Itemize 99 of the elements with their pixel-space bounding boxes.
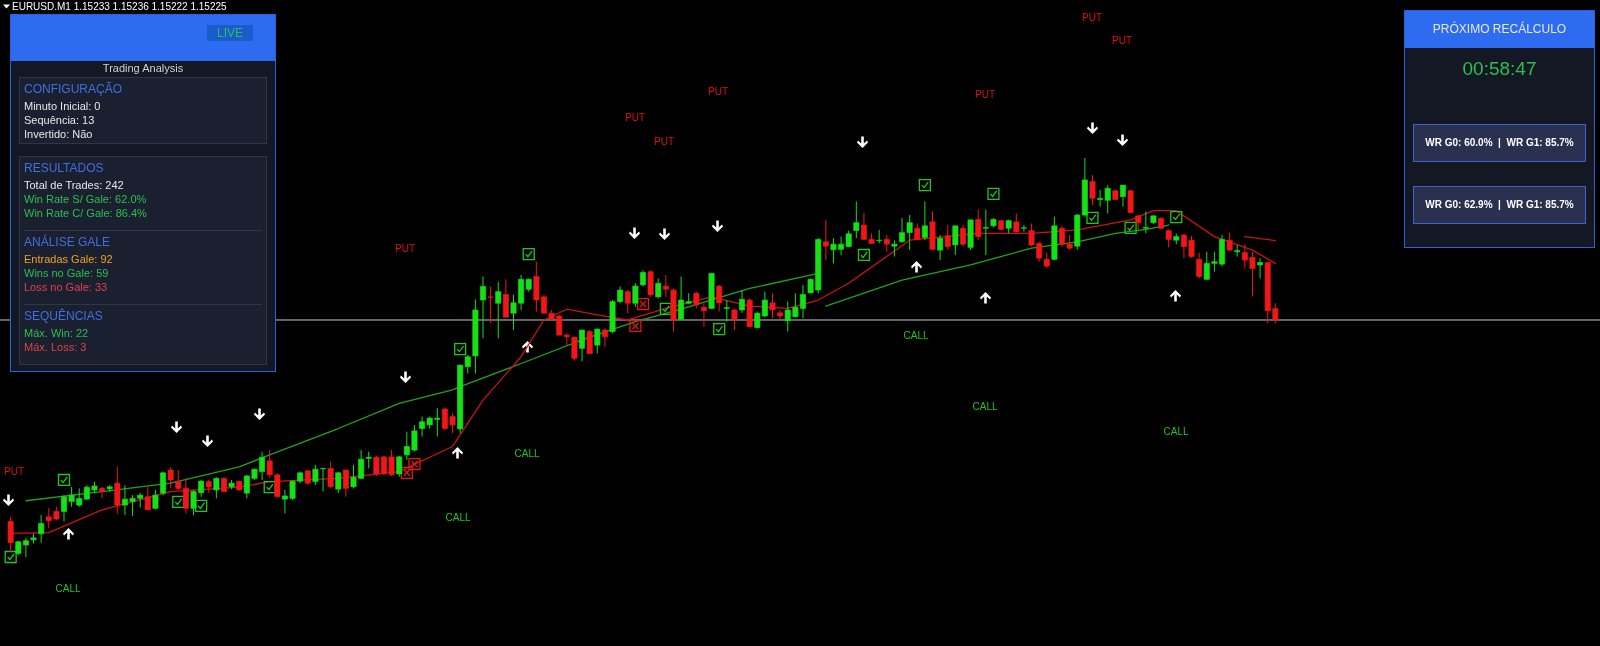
text: WR G0: 62.9% | WR G1: 85.7% [1413,186,1586,224]
annotation: Win Rate C/ Gale: 86.4% [24,206,148,220]
annotation: PUT [395,242,415,254]
candlestick [99,486,106,499]
candlestick [167,466,174,489]
point [57,473,71,487]
candlestick [586,329,593,355]
text: PRÓXIMO RECÁLCULO [1405,11,1594,48]
text: Minuto Inicial: 0 [24,99,102,113]
candlestick [982,208,989,256]
point [987,187,1000,201]
annotation: CALL [903,329,929,341]
candlestick [1013,212,1020,234]
candlestick [1142,210,1149,234]
text: CONFIGURAÇÃO [24,82,123,96]
candlestick [960,224,966,248]
candlestick [1196,252,1203,279]
candlestick [594,327,601,355]
candlestick [700,302,707,328]
annotation: Máx. Loss: 3 [24,340,88,354]
text: PUT [625,111,645,123]
point [857,248,871,262]
annotation: Loss no Gale: 33 [24,280,109,294]
annotation: Máx. Win: 22 [24,326,90,340]
candlestick [213,476,220,499]
candlestick [327,461,334,489]
candlestick [144,486,151,511]
text: Trading Analysis [101,62,185,75]
candlestick [921,200,928,241]
point [713,323,726,336]
candlestick [769,292,776,319]
candlestick [320,467,326,493]
text: Sequência: 13 [24,113,96,127]
candlestick [487,285,494,324]
point [636,297,650,311]
text: PUT [708,85,728,97]
annotation: CALL [972,400,998,412]
text: Invertido: Não [24,127,94,141]
chart-title: EURUSD.M1 1.15233 1.15236 1.15222 1.15225 [12,1,228,12]
point [1086,211,1099,224]
point [1170,210,1183,224]
text: LIVE [206,25,253,41]
candlestick [396,455,403,478]
point [263,481,276,494]
candlestick [502,278,509,318]
candlestick [152,489,159,511]
point [629,319,642,333]
candlestick [579,329,586,362]
point [918,179,932,192]
point [454,342,467,356]
point [408,457,421,471]
annotation: Total de Trades: 242 [24,178,125,192]
candlestick [853,200,860,239]
annotation: CALL [514,447,540,459]
candlestick [937,234,944,261]
text: WR G0: 60.0% | WR G1: 85.7% [1413,124,1586,162]
text: 00:58:47 [1461,58,1538,80]
point [4,550,17,564]
candlestick [952,225,959,256]
candlestick [1257,257,1264,279]
candlestick [716,284,723,313]
text: PUT [1082,11,1102,23]
candlestick [1089,174,1096,206]
candlestick [601,327,608,348]
point [400,466,413,479]
candlestick [723,299,730,323]
candlestick [495,281,502,339]
annotation: CALL [1163,425,1189,437]
candlestick [731,307,738,331]
point [172,495,185,509]
candlestick [944,224,951,251]
annotation: PUT [4,465,24,477]
candlestick [114,466,121,515]
text: PUT [975,88,995,100]
candlestick [647,269,654,298]
point [195,499,208,513]
point [522,248,535,261]
point [1124,221,1137,234]
annotation: Entradas Gale: 92 [24,252,114,266]
candlestick [1120,184,1126,208]
annotation: Win Rate S/ Gale: 62.0% [24,192,148,206]
candlestick [38,514,45,544]
annotation: SEQUÊNCIAS [24,309,104,323]
candlestick [822,219,829,261]
candlestick [1020,224,1027,233]
candlestick [7,516,14,553]
candlestick [739,289,746,314]
candlestick [480,276,486,339]
text: PUT [654,135,674,147]
annotation: RESULTADOS [24,161,105,175]
annotation: CALL [445,511,471,523]
candlestick [312,464,319,486]
text: CALL [55,582,81,594]
text: PUT [1112,34,1132,46]
candlestick [342,469,349,498]
candlestick [624,289,631,314]
candlestick [975,208,982,241]
annotation: Wins no Gale: 59 [24,266,110,280]
annotation: ANÁLISE GALE [24,235,112,249]
